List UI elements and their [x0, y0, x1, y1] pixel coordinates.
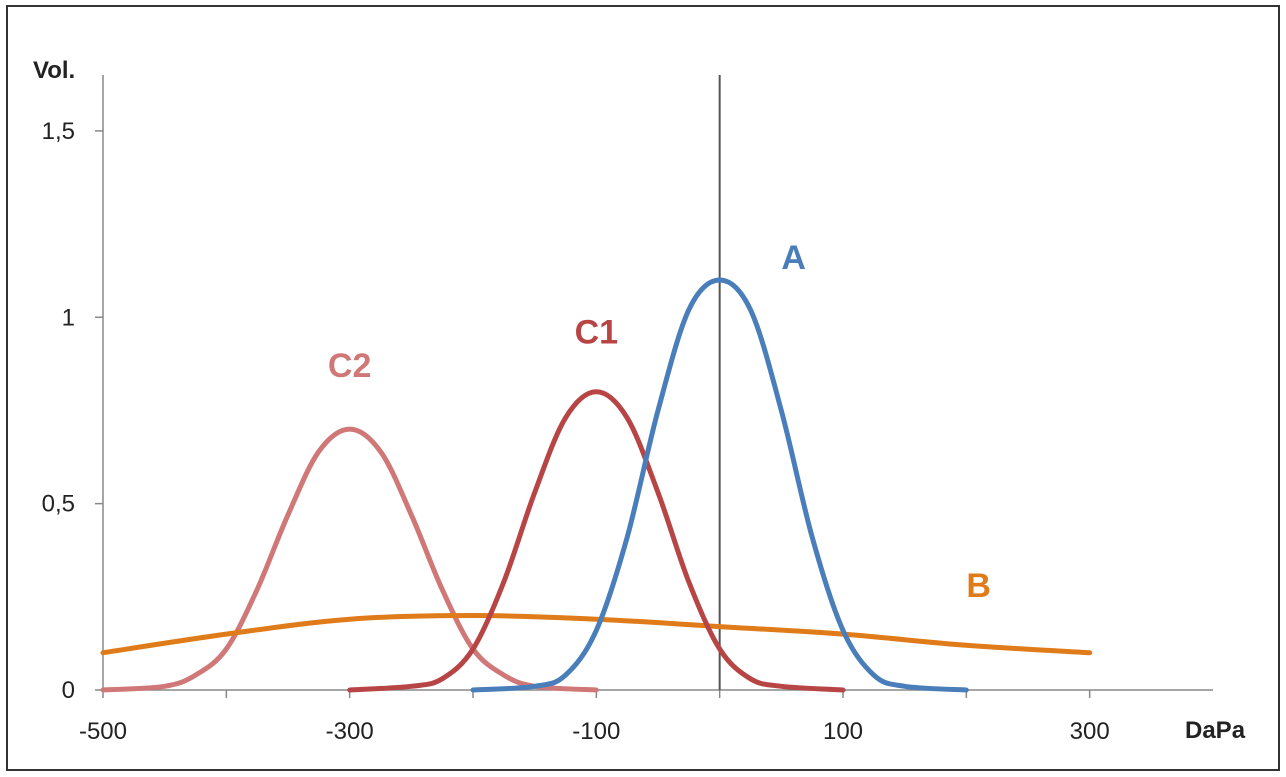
series-label-c2: C2: [328, 347, 371, 385]
x-tick-label: -500: [79, 718, 127, 745]
series-line-a: [470, 277, 969, 693]
x-tick-label: -100: [572, 718, 620, 745]
y-tick-label: 1: [62, 304, 75, 331]
axes: 0 0,5 1 1,5 -500 -300 -100 100 300 Vol. DaPa: [33, 57, 1246, 745]
series-label-c1: C1: [575, 313, 618, 351]
y-tick-label: 0,5: [42, 491, 75, 518]
chart-frame: [6, 5, 1280, 771]
x-tick-label: 100: [823, 718, 863, 745]
y-tick-label: 1,5: [42, 118, 75, 145]
x-tick-label: -300: [326, 718, 374, 745]
x-tick-label: 300: [1070, 718, 1110, 745]
series-label-a: A: [781, 239, 806, 277]
x-axis-title: DaPa: [1185, 717, 1246, 744]
series-label-b: B: [966, 567, 991, 605]
series-labels: A C1 C2 B: [328, 239, 991, 605]
series-line-b: [100, 613, 1093, 656]
y-axis-title: Vol.: [33, 57, 75, 84]
series-line-c1: [347, 389, 846, 693]
series-line-c2: [100, 426, 599, 693]
y-tick-label: 0: [62, 677, 75, 704]
series-lines: [100, 277, 1093, 693]
